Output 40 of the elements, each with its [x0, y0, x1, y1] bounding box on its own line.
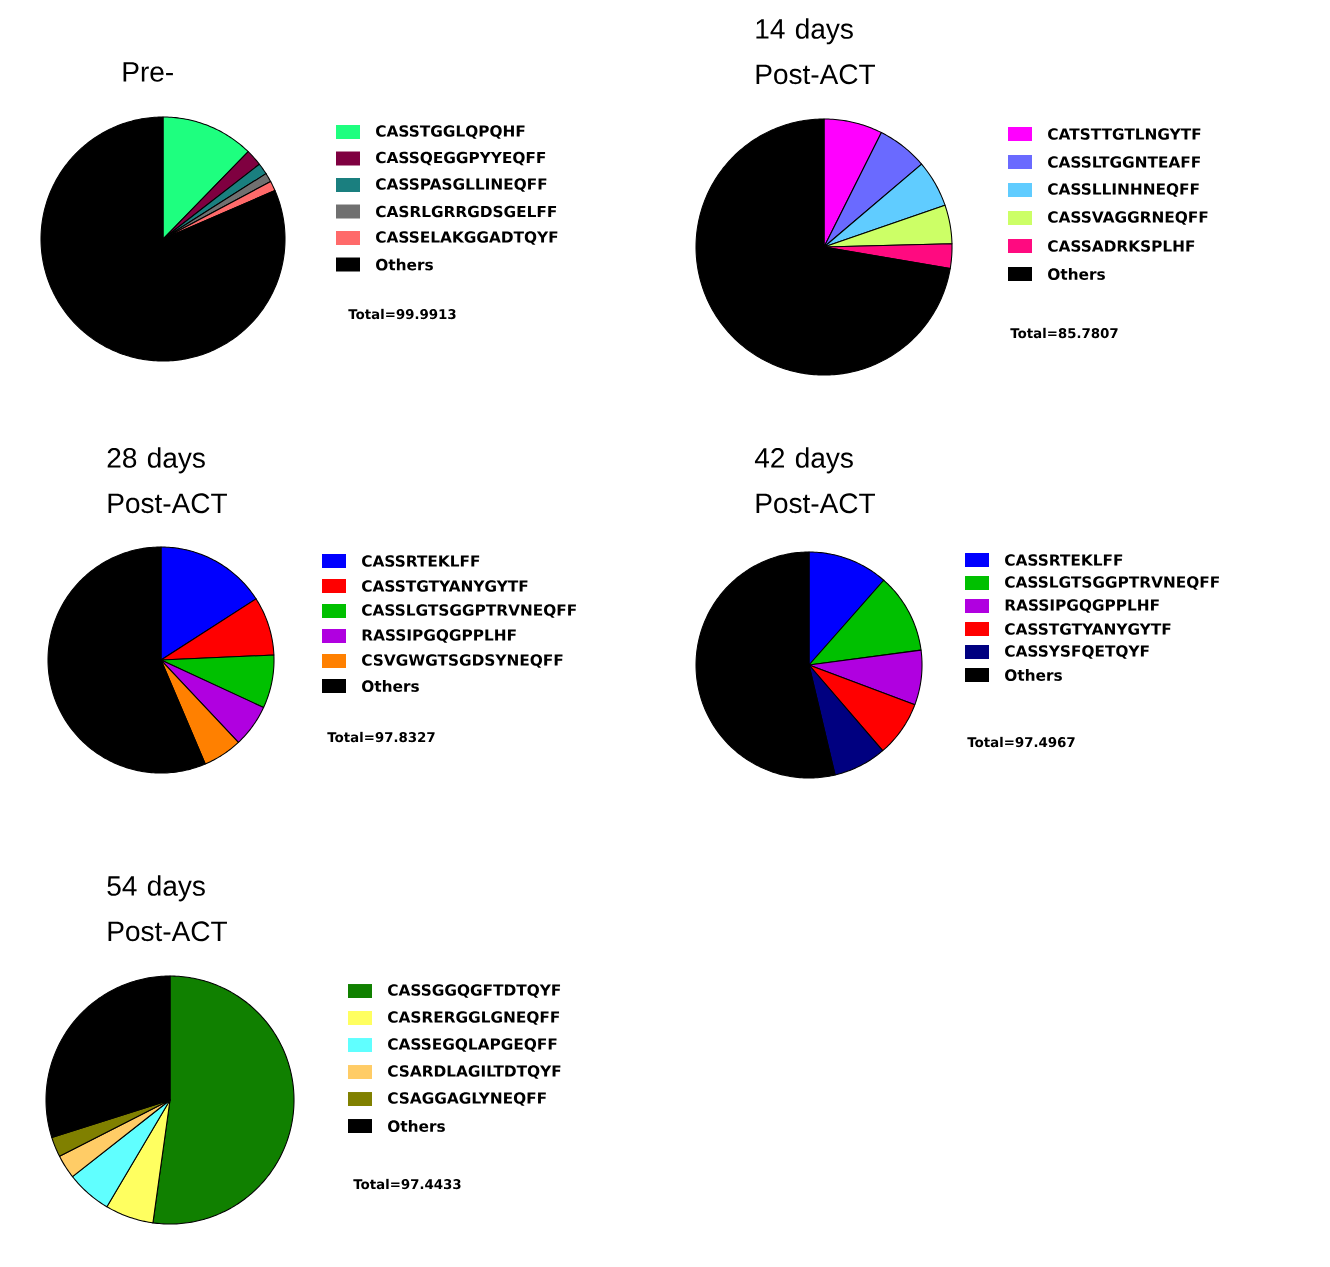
legend-label: CASSADRKSPLHF [1048, 240, 1195, 252]
legend-label: Others [1005, 669, 1062, 681]
legend-label: CASSLGTSGGPTRVNEQFF [1005, 576, 1219, 590]
legend-label: RASSIPGQGPPLHF [1005, 599, 1159, 613]
legend-label: CASSELAKGGADTQYF [376, 231, 558, 245]
text: Total=85.7807 [1010, 327, 1118, 339]
legend-label: CASSRTEKLFF [1005, 554, 1123, 566]
legend-label: Others [362, 680, 419, 692]
legend-label: CASSRTEKLFF [362, 555, 480, 567]
legend-label: CASSEGQLAPGEQFF [388, 1038, 557, 1052]
text: Total=99.9913 [348, 308, 456, 320]
legend-label: CASRERGGLGNEQFF [388, 1011, 560, 1025]
chart-title: 42 days Post-ACT [754, 447, 875, 514]
chart-title: 14 days Post-ACT [756, 18, 875, 85]
text: Total=97.4967 [967, 736, 1075, 748]
legend-label: CASSQEGGPYYEQFF [376, 151, 546, 166]
legend-label: CASSLLINHNEQFF [1048, 183, 1199, 197]
legend-label: CASSYSFQETQYF [1005, 645, 1149, 659]
legend-label: CSARDLAGILTDTQYF [388, 1065, 561, 1079]
legend-label: CASSLGTSGGPTRVNEQFF [362, 604, 576, 618]
text: Total=97.4433 [353, 1178, 461, 1190]
legend-label: CASSVAGGRNEQFF [1048, 211, 1208, 225]
legend-label: CASSGGQGFTDTQYF [388, 984, 561, 998]
legend-label: RASSIPGQGPPLHF [362, 629, 516, 643]
legend-label: CASRLGRRGDSGELFF [376, 205, 557, 218]
text: Total=97.8327 [327, 731, 435, 743]
legend-label: CASSTGTYANYGYTF [1005, 623, 1171, 635]
legend-label: CATSTTGTLNGYTF [1048, 128, 1201, 140]
legend-label: CASSLTGGNTEAFF [1048, 156, 1200, 168]
legend-label: CASSTGTYANYGYTF [362, 580, 528, 592]
legend-label: Others [388, 1120, 445, 1132]
legend-label: CASSPASGLLINEQFF [376, 178, 547, 192]
legend-label: Others [1048, 268, 1105, 280]
chart-title: Pre- [123, 62, 173, 82]
chart-title: 28 days Post-ACT [107, 447, 227, 514]
legend-label: Others [376, 258, 433, 271]
legend-label: CSAGGAGLYNEQFF [388, 1092, 546, 1106]
chart-title: 54 days Post-ACT [107, 875, 227, 942]
legend-label: CASSTGGLQPQHF [376, 125, 525, 139]
legend-label: CSVGWGTSGDSYNEQFF [362, 654, 563, 668]
